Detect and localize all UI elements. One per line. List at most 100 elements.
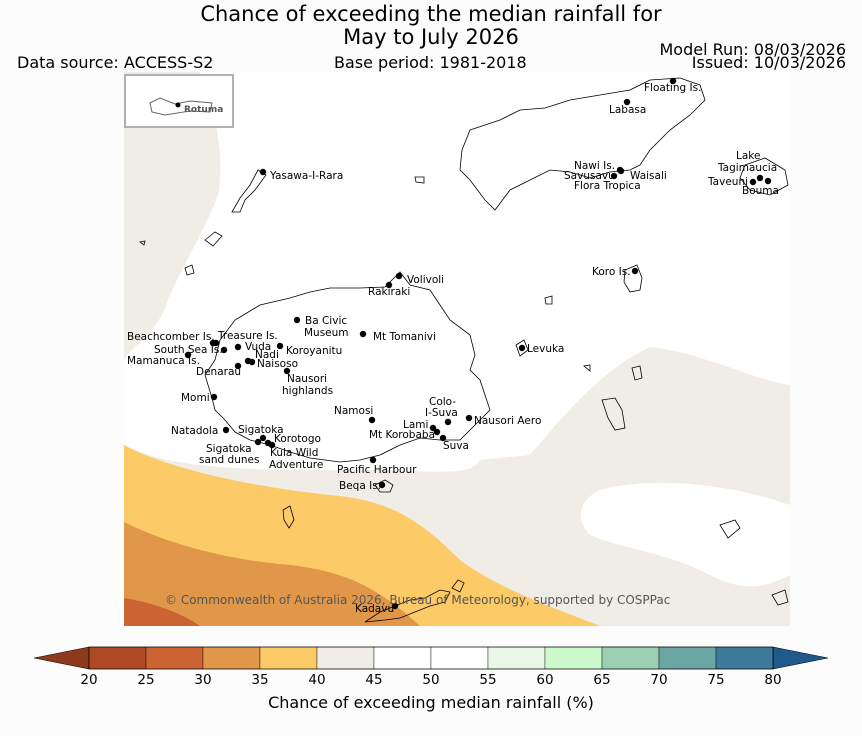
place-label: Flora Tropica [574,180,641,192]
model-run-date: Model Run: 08/03/2026 [659,40,847,59]
colorbar-bin [715,646,774,670]
lau-islet-6 [583,364,591,372]
place-label: Natadola [171,425,218,437]
kadavu-north-islet [451,579,465,593]
region-30-35 [124,522,420,626]
colorbar-bin [430,646,489,670]
map-title-line-2: May to July 2026 [343,25,519,49]
place-markers [184,77,772,610]
place-label: Sigatoka [206,443,252,455]
beqa-island-coast [374,479,394,493]
place-label: Levuka [527,343,564,355]
rotuma-label: Rotuma [184,105,223,115]
rotuma-inset: Rotuma [124,74,234,128]
region-40-45-northwest [124,72,221,360]
colorbar-tick-label: 75 [707,672,725,688]
colorbar-bin [544,646,603,670]
data-source: Data source: ACCESS-S2 [17,53,214,72]
coastlines [139,77,789,623]
place-label: Korotogo [274,433,321,445]
place-label: Rakiraki [368,286,410,298]
islet-west [139,240,146,246]
lau-islet-4 [631,365,643,381]
ovalau-coast [515,339,529,357]
colorbar-bin [316,646,375,670]
colorbar-bin [259,646,318,670]
colorbar-tick-label: 20 [80,672,98,688]
place-label: I-Suva [425,407,458,419]
copyright-notice: © Commonwealth of Australia 2026, Bureau… [165,593,670,607]
place-label: Mamanuca Is. [127,355,200,367]
region-25-30 [124,598,200,626]
place-label: Beachcomber Is. [127,331,215,343]
colorbar-label: Chance of exceeding median rainfall (%) [268,693,594,712]
place-label: Kadavu [355,603,394,615]
place-label: Savusavu [564,170,615,182]
place-label: South Sea Is. [154,344,223,356]
place-label: Mt Tomanivi [373,331,436,343]
place-label: Momi [181,392,210,404]
place-label: Lami [403,419,428,431]
colorbar-tick-label: 65 [593,672,611,688]
colorbar-bin [145,646,204,670]
place-label: Koro Is. [592,266,631,278]
place-label: Treasure Is. [217,330,278,342]
place-label: Labasa [609,104,646,116]
colorbar-bin [202,646,261,670]
place-label: Namosi [334,405,373,417]
taveuni-coast [739,157,789,196]
colorbar-bin [88,646,147,670]
colorbar-tick-label: 50 [422,672,440,688]
place-label: sand dunes [199,454,259,466]
place-label: Lake [736,150,760,162]
place-label: Suva [443,440,469,452]
place-label: Nadi [255,349,279,361]
place-label: Ba Civic [305,315,347,327]
vatulele-coast [282,505,295,529]
place-label: Kula Wild [270,447,318,459]
place-label: Nausori Aero [474,415,541,427]
lau-islet-5 [544,295,553,305]
place-label: Koroyanitu [286,345,342,357]
colorbar-bin [373,646,432,670]
rotuma-island-coast [149,97,213,116]
place-label: Denarau [196,366,241,378]
place-label: Floating Is. [644,82,701,94]
place-label: Nausori [287,373,327,385]
place-label: Bouma [742,185,779,197]
place-label: Museum [304,327,349,339]
colorbar-bin [487,646,546,670]
issued-date: Issued: 10/03/2026 [691,53,846,72]
base-period: Base period: 1981-2018 [334,53,527,72]
northern-islet [414,176,425,184]
place-label: Tagimaucia [717,162,777,174]
place-label: Sigatoka [238,424,284,436]
colorbar-tick-label: 40 [308,672,326,688]
place-label: Vuda [245,341,271,353]
place-label: Volivoli [407,274,444,286]
place-labels: Floating Is. Labasa Nawi Is. Savusavu Wa… [127,82,779,615]
colorbar-bin [658,646,717,670]
koro-island-coast [623,264,643,293]
place-label: Nawi Is. [574,160,615,172]
place-label: highlands [282,385,333,397]
region-45-50-east [580,482,790,587]
place-label: Pacific Harbour [337,464,417,476]
place-label: Beqa Is. [339,480,381,492]
place-label: Taveuni [707,176,748,188]
yasawa-islands [231,169,267,213]
place-label: Waisali [630,170,667,182]
vanua-levu-coast [459,77,706,211]
lau-islet-2 [719,519,741,539]
colorbar-tick-label: 60 [536,672,554,688]
colorbar-under-arrow [33,646,90,670]
colorbar-tick-label: 25 [137,672,155,688]
naviti-islet [184,264,195,276]
colorbar-tick-label: 55 [479,672,497,688]
place-label: Adventure [269,459,323,471]
colorbar-tick-label: 45 [365,672,383,688]
colorbar-tick-label: 70 [650,672,668,688]
yasawa-south-islet [204,231,223,247]
